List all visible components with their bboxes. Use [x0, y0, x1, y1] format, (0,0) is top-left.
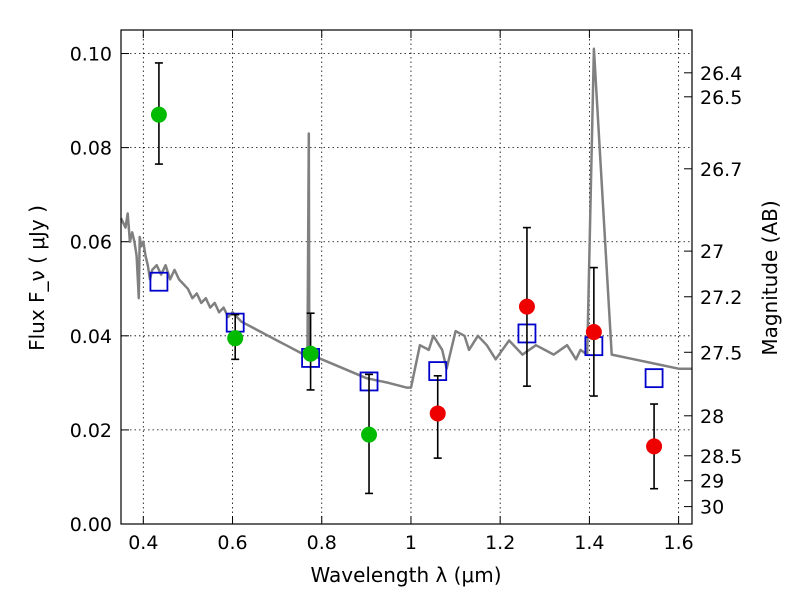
x-axis-label: Wavelength λ (μm)	[310, 563, 501, 587]
right-tick-label: 27.2	[700, 287, 742, 309]
x-tick-label: 0.8	[307, 532, 337, 554]
right-tick-label: 28.5	[700, 446, 742, 468]
plot-frame	[120, 29, 693, 525]
y-tick-label: 0.08	[70, 138, 112, 160]
photometry-point	[302, 345, 319, 362]
x-tick-label: 1	[405, 532, 417, 554]
y-tick-label: 0.02	[70, 420, 112, 442]
x-tick-label: 1.4	[574, 532, 604, 554]
y-axis-label-text: Flux F_ν ( μJy )	[25, 205, 49, 351]
plot-marks	[119, 47, 692, 495]
y-tick-label: 0.10	[70, 44, 112, 66]
photometry-point	[646, 438, 663, 455]
photometry-point	[585, 324, 602, 341]
model-square-point	[149, 271, 169, 292]
photometry-point	[429, 405, 446, 422]
photometry-point	[227, 330, 244, 347]
photometry-point	[518, 298, 535, 315]
right-tick-label: 27.5	[700, 342, 742, 364]
right-tick-label: 26.4	[700, 63, 742, 85]
y-tick-label: 0.00	[70, 514, 112, 536]
model-square-point	[644, 368, 664, 389]
y-axis-label: Flux F_ν ( μJy )	[25, 205, 49, 351]
right-tick-label: 26.5	[700, 87, 742, 109]
right-tick-label: 28	[700, 406, 724, 428]
y-tick-label: 0.06	[70, 232, 112, 254]
spectrum-line	[119, 47, 692, 389]
right-axis-label: Magnitude (AB)	[758, 200, 782, 355]
right-axis-label-text: Magnitude (AB)	[758, 200, 782, 355]
grid	[121, 30, 692, 524]
right-tick-label: 27	[700, 241, 724, 263]
y-tick-label: 0.04	[70, 326, 112, 348]
x-tick-label: 0.6	[217, 532, 247, 554]
right-tick-label: 29	[700, 471, 724, 493]
x-axis-label-text: Wavelength λ (μm)	[310, 563, 501, 587]
x-tick-label: 0.4	[128, 532, 158, 554]
photometry-point	[150, 106, 167, 123]
right-tick-label: 30	[700, 497, 724, 519]
right-tick-label: 26.7	[700, 159, 742, 181]
x-tick-label: 1.6	[664, 532, 694, 554]
photometry-point	[361, 426, 378, 443]
x-tick-label: 1.2	[485, 532, 515, 554]
ticks: 0.4 0.6 0.8 1 1.2 1.4 1.6 0.00 0.02 0.04 0.06 0.08 0…	[70, 30, 742, 554]
